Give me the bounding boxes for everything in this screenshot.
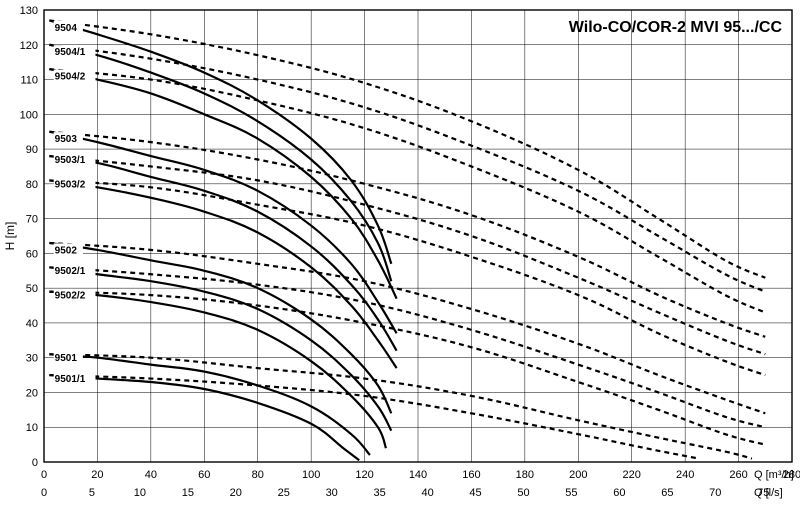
svg-text:260: 260 xyxy=(729,469,747,481)
svg-text:0: 0 xyxy=(41,469,47,481)
series-label: 9503/2 xyxy=(55,179,86,190)
svg-text:60: 60 xyxy=(198,469,210,481)
svg-text:30: 30 xyxy=(326,487,338,499)
svg-text:140: 140 xyxy=(409,469,427,481)
svg-text:20: 20 xyxy=(230,487,242,499)
svg-text:220: 220 xyxy=(623,469,641,481)
svg-text:80: 80 xyxy=(26,179,38,191)
svg-text:0: 0 xyxy=(32,457,38,469)
svg-text:60: 60 xyxy=(26,248,38,260)
svg-text:40: 40 xyxy=(145,469,157,481)
series-label: 9503 xyxy=(55,134,78,145)
svg-text:0: 0 xyxy=(41,487,47,499)
svg-text:120: 120 xyxy=(355,469,373,481)
svg-text:10: 10 xyxy=(134,487,146,499)
svg-text:110: 110 xyxy=(20,75,38,87)
svg-text:20: 20 xyxy=(91,469,103,481)
series-label: 9504/2 xyxy=(55,72,86,83)
svg-text:80: 80 xyxy=(252,469,264,481)
svg-text:10: 10 xyxy=(26,422,38,434)
svg-text:90: 90 xyxy=(26,144,38,156)
series-label: 9501 xyxy=(55,353,78,364)
chart-svg: 0102030405060708090100110120130H [m]0204… xyxy=(0,0,800,509)
svg-text:45: 45 xyxy=(469,487,481,499)
series-label: 9503/1 xyxy=(55,155,86,166)
svg-text:20: 20 xyxy=(26,387,38,399)
svg-text:55: 55 xyxy=(565,487,577,499)
svg-text:120: 120 xyxy=(20,40,38,52)
series-label: 9501/1 xyxy=(55,374,86,385)
svg-text:65: 65 xyxy=(661,487,673,499)
chart-title: Wilo-CO/COR-2 MVI 95.../CC xyxy=(569,19,783,36)
svg-text:200: 200 xyxy=(569,469,587,481)
svg-text:160: 160 xyxy=(462,469,480,481)
svg-text:5: 5 xyxy=(89,487,95,499)
svg-text:60: 60 xyxy=(613,487,625,499)
svg-text:Q [l/s]: Q [l/s] xyxy=(754,487,783,499)
svg-text:25: 25 xyxy=(278,487,290,499)
svg-text:180: 180 xyxy=(516,469,534,481)
series-label: 9504 xyxy=(55,23,78,34)
svg-text:100: 100 xyxy=(20,109,38,121)
svg-text:70: 70 xyxy=(26,214,38,226)
series-label: 9502/2 xyxy=(55,291,86,302)
svg-text:40: 40 xyxy=(421,487,433,499)
series-label: 9502 xyxy=(55,245,78,256)
svg-text:Q [m³/h]: Q [m³/h] xyxy=(754,469,794,481)
svg-text:130: 130 xyxy=(20,5,38,17)
svg-text:50: 50 xyxy=(517,487,529,499)
svg-text:240: 240 xyxy=(676,469,694,481)
svg-text:70: 70 xyxy=(709,487,721,499)
svg-text:15: 15 xyxy=(182,487,194,499)
pump-chart: 0102030405060708090100110120130H [m]0204… xyxy=(0,0,800,509)
svg-text:50: 50 xyxy=(26,283,38,295)
series-label: 9502/1 xyxy=(55,266,86,277)
svg-text:30: 30 xyxy=(26,353,38,365)
svg-text:35: 35 xyxy=(374,487,386,499)
series-label: 9504/1 xyxy=(55,47,86,58)
svg-text:100: 100 xyxy=(302,469,320,481)
svg-text:H [m]: H [m] xyxy=(3,222,17,251)
svg-text:40: 40 xyxy=(26,318,38,330)
